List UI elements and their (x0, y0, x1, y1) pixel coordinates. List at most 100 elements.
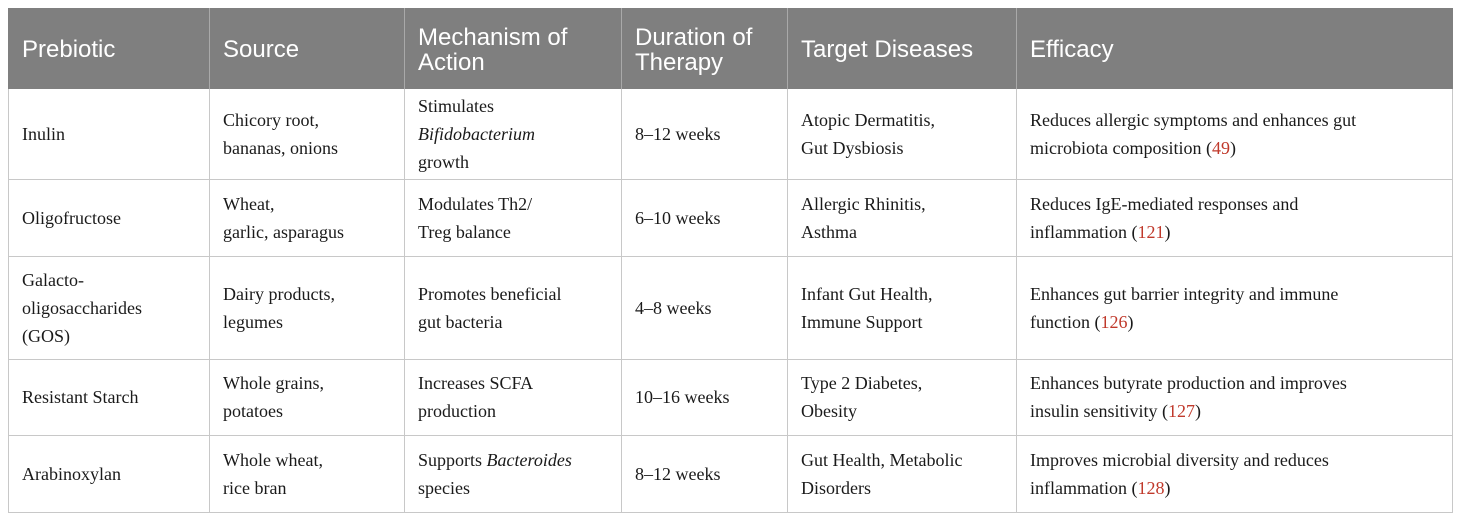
header-duration: Duration of Therapy (621, 8, 788, 89)
cell-duration: 8–12 weeks (621, 89, 788, 180)
source-line: bananas, onions (223, 137, 338, 158)
prebiotic-name: Resistant Starch (22, 387, 139, 407)
cell-duration: 6–10 weeks (621, 178, 788, 257)
mechanism-text: gut bacteria (418, 311, 503, 332)
mechanism-text: Treg balance (418, 221, 511, 242)
target-line: Gut Health, Metabolic (801, 449, 963, 470)
efficacy-text: microbiota composition ( (1030, 137, 1212, 158)
cell-efficacy: Reduces allergic symptoms and enhances g… (1016, 89, 1453, 180)
prebiotic-name: (GOS) (22, 325, 70, 346)
source-line: garlic, asparagus (223, 221, 344, 242)
mechanism-text: growth (418, 151, 469, 172)
cell-targets: Gut Health, Metabolic Disorders (787, 434, 1017, 513)
cell-source: Wheat, garlic, asparagus (209, 178, 405, 257)
prebiotic-name: Arabinoxylan (22, 463, 121, 484)
cell-source: Dairy products, legumes (209, 255, 405, 360)
target-line: Gut Dysbiosis (801, 137, 904, 158)
reference-link[interactable]: 127 (1168, 401, 1196, 421)
efficacy-text: ) (1164, 477, 1171, 498)
mechanism-text: Modulates Th2/ (418, 193, 533, 214)
cell-duration: 10–16 weeks (621, 358, 788, 436)
cell-duration: 8–12 weeks (621, 434, 788, 513)
header-prebiotic: Prebiotic (8, 8, 210, 89)
efficacy-text: inflammation ( (1030, 221, 1138, 242)
cell-mechanism: Stimulates Bifidobacterium growth (404, 89, 622, 180)
efficacy-text: Improves microbial diversity and reduces (1030, 449, 1329, 470)
prebiotic-name: Galacto- (22, 269, 84, 290)
header-target-diseases: Target Diseases (787, 8, 1017, 89)
table-row: Inulin Chicory root, bananas, onions Stim… (8, 89, 1453, 180)
prebiotics-table-container: Prebiotic Source Mechanism of Action Dur… (8, 8, 1453, 513)
mechanism-text: production (418, 401, 496, 421)
efficacy-text: insulin sensitivity ( (1030, 401, 1169, 421)
duration-value: 4–8 weeks (635, 297, 712, 318)
efficacy-text: Reduces allergic symptoms and enhances g… (1030, 109, 1357, 130)
efficacy-text: Reduces IgE-mediated responses and (1030, 193, 1299, 214)
target-line: Obesity (801, 401, 857, 421)
cell-source: Chicory root, bananas, onions (209, 89, 405, 180)
duration-value: 10–16 weeks (635, 387, 730, 407)
source-line: Chicory root, (223, 109, 319, 130)
target-line: Atopic Dermatitis, (801, 109, 935, 130)
efficacy-text: inflammation ( (1030, 477, 1138, 498)
mechanism-organism: Bacteroides (486, 449, 572, 470)
prebiotic-name: Inulin (22, 123, 65, 144)
efficacy-text: ) (1127, 311, 1134, 332)
mechanism-text: Promotes beneficial (418, 283, 562, 304)
cell-efficacy: Improves microbial diversity and reduces… (1016, 434, 1453, 513)
efficacy-text: ) (1195, 401, 1202, 421)
source-line: Whole wheat, (223, 449, 323, 470)
cell-duration: 4–8 weeks (621, 255, 788, 360)
reference-link[interactable]: 121 (1137, 221, 1165, 242)
mechanism-text: species (418, 477, 470, 498)
target-line: Disorders (801, 477, 871, 498)
target-line: Type 2 Diabetes, (801, 373, 923, 393)
target-line: Allergic Rhinitis, (801, 193, 926, 214)
header-mechanism: Mechanism of Action (404, 8, 622, 89)
source-line: Dairy products, (223, 283, 335, 304)
mechanism-organism: Bifidobacterium (418, 123, 535, 144)
cell-targets: Type 2 Diabetes, Obesity (787, 358, 1017, 436)
prebiotic-name: Oligofructose (22, 207, 121, 228)
duration-value: 8–12 weeks (635, 463, 721, 484)
cell-source: Whole grains, potatoes (209, 358, 405, 436)
efficacy-text: function ( (1030, 311, 1101, 332)
prebiotic-name: oligosaccharides (22, 297, 142, 318)
source-line: Whole grains, (223, 373, 324, 393)
target-line: Infant Gut Health, (801, 283, 933, 304)
reference-link[interactable]: 128 (1137, 477, 1165, 498)
reference-link[interactable]: 126 (1100, 311, 1128, 332)
cell-mechanism: Promotes beneficial gut bacteria (404, 255, 622, 360)
table-row: Galacto-oligosaccharides (GOS) Dairy prod… (8, 255, 1453, 360)
source-line: potatoes (223, 401, 283, 421)
mechanism-text: Supports (418, 449, 483, 470)
reference-link[interactable]: 49 (1211, 137, 1230, 158)
cell-targets: Allergic Rhinitis, Asthma (787, 178, 1017, 257)
cell-mechanism: Modulates Th2/Treg balance (404, 178, 622, 257)
efficacy-text: ) (1164, 221, 1171, 242)
cell-efficacy: Reduces IgE-mediated responses and inflam… (1016, 178, 1453, 257)
cell-prebiotic: Arabinoxylan (8, 434, 210, 513)
cell-prebiotic: Galacto-oligosaccharides (GOS) (8, 255, 210, 360)
cell-efficacy: Enhances butyrate production and improve… (1016, 358, 1453, 436)
cell-prebiotic: Inulin (8, 89, 210, 180)
cell-mechanism: Increases SCFA production (404, 358, 622, 436)
cell-targets: Infant Gut Health, Immune Support (787, 255, 1017, 360)
efficacy-text: Enhances gut barrier integrity and immun… (1030, 283, 1339, 304)
header-efficacy: Efficacy (1016, 8, 1453, 89)
cell-source: Whole wheat, rice bran (209, 434, 405, 513)
duration-value: 8–12 weeks (635, 123, 721, 144)
target-line: Asthma (801, 221, 857, 242)
table-row: Resistant Starch Whole grains, potatoes I… (8, 358, 1453, 436)
target-line: Immune Support (801, 311, 923, 332)
table-row: Oligofructose Wheat, garlic, asparagus Mo… (8, 178, 1453, 257)
table-row: Arabinoxylan Whole wheat, rice bran Suppo… (8, 434, 1453, 513)
prebiotics-table: Prebiotic Source Mechanism of Action Dur… (8, 8, 1453, 513)
efficacy-text: Enhances butyrate production and improve… (1030, 373, 1347, 393)
header-row: Prebiotic Source Mechanism of Action Dur… (8, 8, 1453, 89)
source-line: rice bran (223, 477, 287, 498)
mechanism-text: Increases SCFA (418, 373, 534, 393)
source-line: legumes (223, 311, 283, 332)
cell-prebiotic: Resistant Starch (8, 358, 210, 436)
header-source: Source (209, 8, 405, 89)
